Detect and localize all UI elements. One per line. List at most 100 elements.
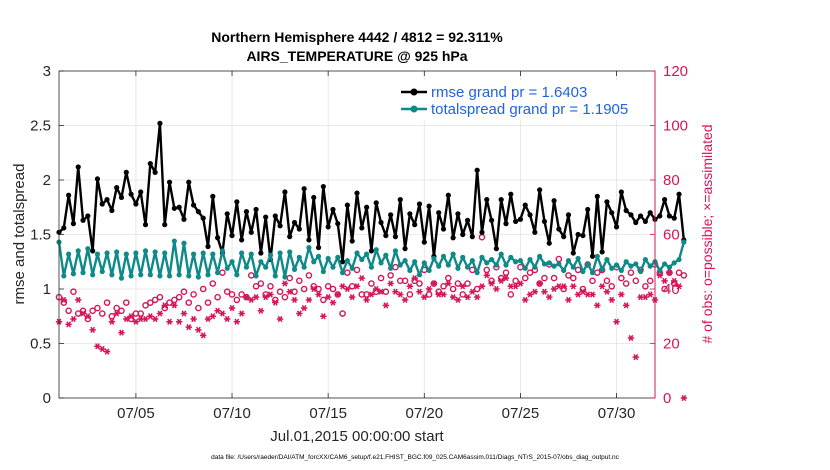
- rmse-point: [657, 213, 663, 219]
- obs-assimilated-point: [224, 315, 231, 323]
- spread-point: [647, 263, 653, 269]
- spread-point: [99, 268, 105, 275]
- obs-possible-point: [416, 280, 423, 287]
- obs-assimilated-point: [195, 326, 202, 334]
- rmse-point: [397, 197, 403, 203]
- obs-assimilated-point: [613, 318, 620, 325]
- spread-point: [243, 264, 250, 270]
- rmse-point: [61, 225, 67, 231]
- obs-possible-point: [618, 274, 625, 282]
- obs-assimilated-point: [166, 318, 173, 325]
- obs-assimilated-marker: [531, 288, 539, 295]
- spread-point: [171, 238, 177, 244]
- rmse-point: [628, 212, 634, 218]
- obs-assimilated-point: [113, 310, 120, 317]
- spread-point: [195, 274, 201, 280]
- rmse-point: [455, 211, 461, 217]
- obs-possible-point: [449, 285, 457, 293]
- obs-assimilated-point: [526, 291, 534, 298]
- obs-assimilated-point: [469, 288, 476, 295]
- rmse-point: [320, 183, 326, 190]
- obs-assimilated-marker: [594, 302, 601, 309]
- obs-assimilated-point: [339, 283, 346, 290]
- obs-possible-point: [368, 280, 375, 287]
- obs-possible-point: [108, 312, 116, 320]
- obs-assimilated-point: [348, 294, 356, 301]
- obs-possible-point: [257, 280, 265, 287]
- obs-assimilated-marker: [469, 288, 476, 295]
- obs-assimilated-point: [300, 304, 308, 312]
- obs-assimilated-point: [560, 283, 567, 290]
- obs-assimilated-point: [440, 291, 447, 298]
- spread-point: [373, 247, 379, 253]
- spread-point: [671, 260, 677, 266]
- obs-assimilated-marker: [238, 310, 245, 317]
- obs-assimilated-marker: [353, 283, 361, 290]
- obs-possible-point: [406, 291, 414, 298]
- obs-possible-point: [214, 293, 221, 301]
- obs-assimilated-point: [171, 302, 178, 309]
- obs-assimilated-marker: [315, 291, 322, 298]
- rmse-point: [474, 167, 480, 173]
- obs-assimilated-marker: [281, 280, 289, 287]
- rmse-point: [570, 250, 576, 256]
- spread-point: [637, 268, 644, 275]
- obs-assimilated-marker: [373, 285, 380, 293]
- spread-point: [556, 261, 562, 267]
- spread-point: [575, 255, 581, 262]
- spread-point: [383, 252, 389, 258]
- obs-assimilated-point: [377, 288, 385, 295]
- obs-assimilated-marker: [425, 285, 433, 293]
- obs-assimilated-marker: [430, 280, 438, 287]
- obs-possible-point: [171, 296, 178, 304]
- spread-point: [80, 270, 86, 276]
- rmse-point: [402, 246, 408, 252]
- obs-assimilated-marker: [421, 294, 428, 301]
- spread-point: [440, 253, 447, 259]
- spread-point: [205, 272, 211, 278]
- spread-point: [210, 251, 216, 257]
- obs-assimilated-marker: [680, 394, 688, 402]
- spread-point: [368, 264, 375, 270]
- obs-assimilated-point: [334, 291, 341, 298]
- obs-assimilated-marker: [65, 321, 72, 328]
- obs-possible-point: [377, 274, 385, 282]
- spread-point: [306, 244, 312, 251]
- obs-assimilated-marker: [199, 332, 207, 339]
- obs-assimilated-point: [483, 272, 490, 279]
- obs-possible-point: [296, 277, 303, 285]
- spread-point: [219, 248, 226, 254]
- rmse-point: [450, 235, 456, 241]
- spread-point: [546, 260, 552, 266]
- x-axis-label: Jul.01,2015 00:00:00 start: [270, 428, 444, 445]
- spread-point: [104, 250, 110, 256]
- obs-assimilated-point: [642, 294, 649, 301]
- spread-point: [364, 251, 370, 257]
- obs-assimilated-point: [89, 326, 96, 334]
- obs-assimilated-marker: [483, 272, 490, 279]
- obs-assimilated-marker: [416, 288, 423, 295]
- obs-assimilated-marker: [392, 288, 399, 295]
- obs-assimilated-point: [190, 315, 197, 323]
- obs-possible-point: [512, 277, 519, 285]
- rmse-point: [561, 234, 567, 240]
- spread-point: [248, 251, 254, 257]
- obs-assimilated-point: [147, 313, 154, 320]
- rmse-point: [152, 169, 158, 175]
- spread-point: [412, 259, 418, 265]
- rmse-point: [565, 212, 572, 218]
- obs-assimilated-marker: [276, 315, 284, 323]
- obs-assimilated-point: [454, 296, 462, 304]
- obs-assimilated-point: [459, 283, 466, 290]
- obs-assimilated-marker: [156, 310, 164, 317]
- rmse-point: [311, 194, 317, 201]
- obs-assimilated-point: [315, 291, 322, 298]
- rmse-point: [248, 229, 254, 235]
- spread-point: [166, 273, 173, 279]
- spread-point: [142, 248, 149, 254]
- y2-tick-label: 40: [663, 281, 680, 298]
- rmse-point: [90, 248, 96, 254]
- obs-possible-point: [339, 310, 346, 317]
- spread-point: [186, 273, 192, 279]
- obs-assimilated-marker: [113, 310, 120, 317]
